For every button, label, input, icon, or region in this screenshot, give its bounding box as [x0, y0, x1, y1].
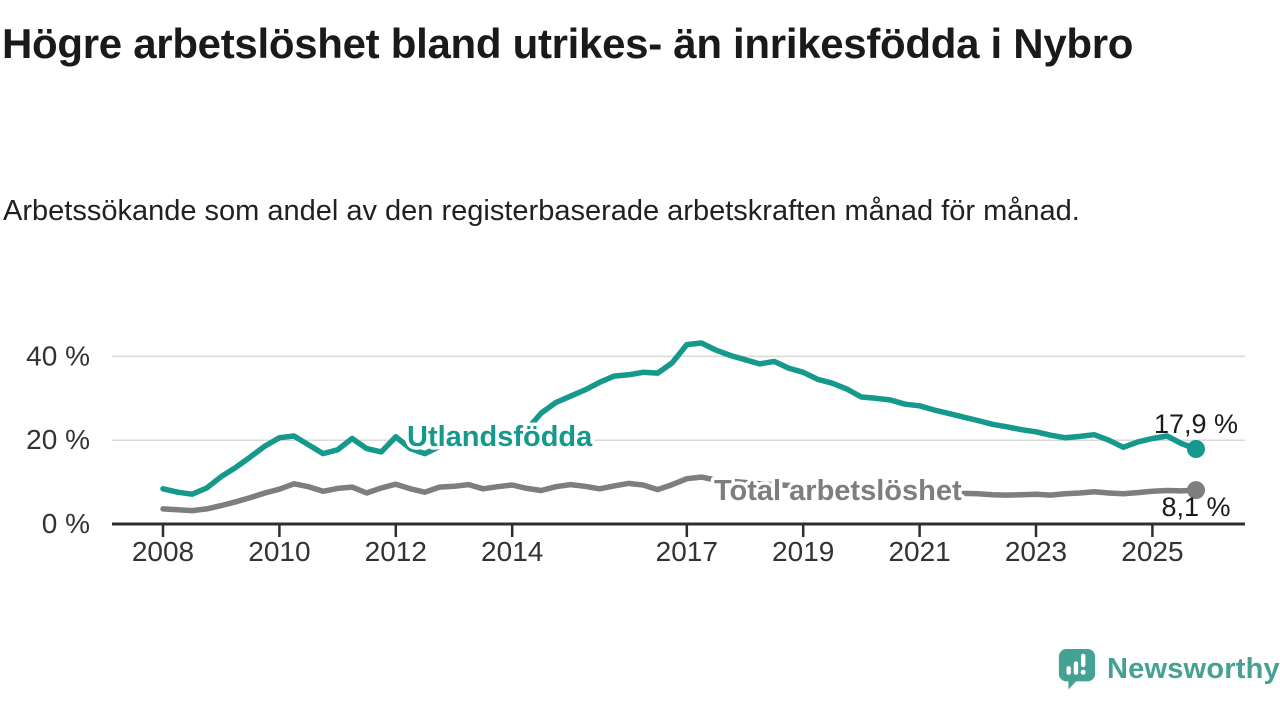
- x-tick-label-2012: 2012: [365, 536, 427, 567]
- chart-speech-bubble-icon: [1058, 648, 1096, 690]
- series-line-utlandsfodda: [160, 340, 1199, 497]
- y-tick-label-0: 0 %: [42, 508, 90, 539]
- x-tick-label-2010: 2010: [248, 536, 310, 567]
- page-title: Högre arbetslöshet bland utrikes- än inr…: [2, 20, 1134, 67]
- y-tick-label-20: 20 %: [26, 424, 90, 455]
- y-tick-40: 40 %: [26, 340, 1245, 371]
- end-dot-utlandsfodda: [1187, 440, 1205, 458]
- series-line-total-arbetsloshet: [160, 474, 1199, 514]
- brand-name: Newsworthy: [1107, 652, 1280, 685]
- x-tick-label-2023: 2023: [1005, 536, 1067, 567]
- end-value-total-arbetsloshet: 8,1 %: [1161, 492, 1230, 522]
- x-tick-label-2017: 2017: [656, 536, 718, 567]
- x-tick-label-2008: 2008: [132, 536, 194, 567]
- y-tick-0: 0 %: [42, 508, 1245, 539]
- newsworthy-branding: Newsworthy: [1056, 646, 1280, 692]
- page-subtitle: Arbetssökande som andel av den registerb…: [3, 195, 1080, 227]
- end-value-utlandsfodda: 17,9 %: [1154, 409, 1238, 439]
- end-dot-total-arbetsloshet: [1187, 481, 1205, 500]
- x-axis: 2008 2010 2012 2014 2017 2019 2021 2023 …: [132, 524, 1184, 567]
- x-tick-label-2021: 2021: [888, 536, 950, 567]
- x-tick-label-2019: 2019: [772, 536, 834, 567]
- series-label-total-arbetsloshet: Total arbetslöshet: [714, 475, 962, 507]
- x-tick-label-2025: 2025: [1121, 536, 1183, 567]
- series-label-utlandsfodda: Utlandsfödda: [407, 421, 593, 453]
- x-tick-label-2014: 2014: [481, 536, 543, 567]
- y-tick-label-40: 40 %: [26, 340, 90, 371]
- logo-bars: [1066, 653, 1086, 675]
- series-lines: [160, 340, 1199, 514]
